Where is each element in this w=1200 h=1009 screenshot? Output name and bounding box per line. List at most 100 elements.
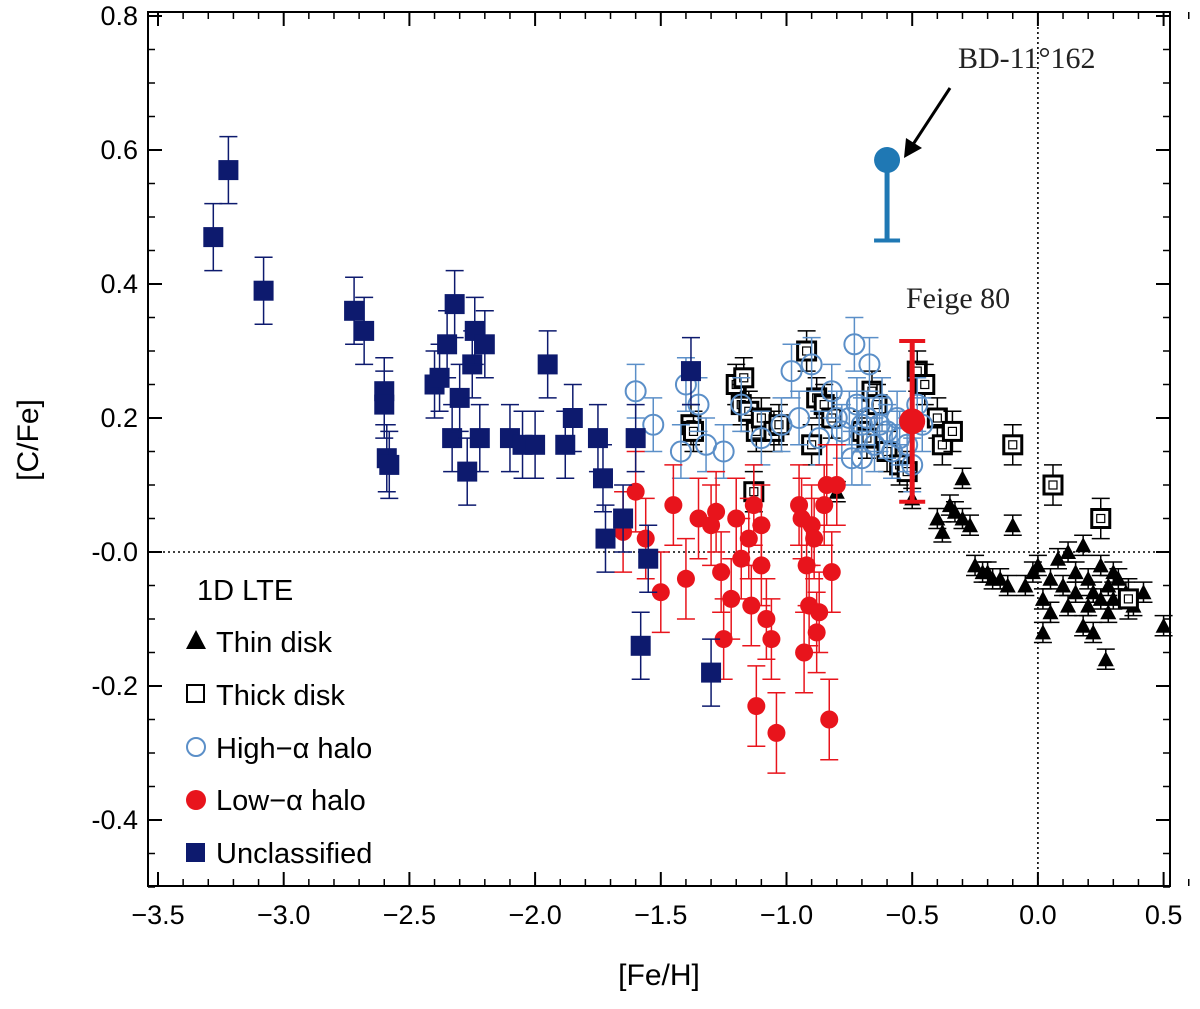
square-inner-marker [1008, 440, 1018, 450]
circle-filled-marker [752, 556, 771, 575]
circle-filled-marker [707, 502, 726, 521]
data-point [1090, 497, 1112, 540]
legend: 1D LTE Thin disk Thick disk High−α halo … [186, 575, 372, 870]
circle-filled-marker [767, 723, 786, 742]
circle-filled-marker [807, 623, 826, 642]
triangle-marker [1055, 577, 1072, 593]
bd-annotation: BD-11°162 [958, 42, 1096, 75]
square-filled-marker [555, 434, 576, 455]
axes: −3.5 −3.0 −2.5 −2.0 −1.5 −1.0 −0.5 0.0 0.5 -0.4 -0… [91, 1, 1190, 930]
x-tick-label: −1.0 [760, 900, 813, 930]
circle-open-marker [808, 427, 831, 450]
square-filled-marker [638, 548, 659, 569]
data-point [203, 202, 224, 272]
square-open-marker [1117, 588, 1139, 610]
data-point [991, 568, 1010, 590]
triangle-marker [1060, 544, 1077, 559]
triangle-marker [1042, 570, 1059, 586]
data-point [827, 444, 846, 526]
circle-open-marker [850, 447, 873, 470]
data-point [374, 370, 395, 439]
data-point [750, 410, 773, 466]
square-open-marker [1090, 508, 1112, 529]
data-point [587, 403, 608, 473]
data-point [941, 410, 963, 453]
y-tick-label: 0.6 [100, 135, 138, 165]
data-point [469, 403, 490, 473]
legend-marker-triangle [186, 630, 206, 649]
y-tick-label: -0.4 [91, 805, 138, 835]
data-point [457, 437, 478, 506]
x-tick-label: −0.5 [886, 900, 939, 930]
circle-filled-marker [744, 496, 763, 515]
circle-filled-marker [795, 643, 814, 662]
data-point [790, 464, 809, 547]
x-tick-label: −3.0 [257, 900, 310, 930]
x-tick-label: −2.5 [383, 900, 436, 930]
circle-filled-marker [815, 496, 834, 515]
legend-item-low-alpha-halo: Low−α halo [186, 785, 366, 817]
circle-open-marker [730, 393, 753, 416]
legend-marker-circle-filled [186, 790, 206, 810]
data-point [1033, 588, 1052, 610]
triangle-marker [962, 517, 979, 533]
data-point [689, 477, 708, 560]
circle-open-marker [750, 427, 773, 450]
data-point [744, 464, 763, 547]
y-tick-label: -0.2 [91, 671, 138, 701]
square-filled-marker [457, 461, 478, 482]
square-filled-marker [354, 320, 375, 341]
series-triangle [827, 467, 1173, 670]
data-point [780, 343, 803, 399]
circle-open-marker [712, 440, 735, 463]
circle-filled-marker [790, 496, 809, 515]
triangle-marker [1017, 577, 1034, 593]
data-point [805, 497, 824, 580]
legend-title: 1D LTE [197, 575, 293, 607]
circle-filled-marker [762, 630, 781, 649]
data-point [344, 276, 365, 346]
square-filled-marker [630, 635, 651, 656]
data-point [354, 296, 375, 366]
y-axis-label: [C/Fe] [12, 399, 45, 481]
triangle-marker [954, 510, 971, 526]
svg-text:Thick disk: Thick disk [216, 680, 345, 712]
data-point [998, 574, 1017, 597]
legend-item-thin-disk: Thin disk [186, 627, 333, 659]
data-point [762, 598, 781, 681]
triangle-marker [1092, 557, 1109, 573]
data-point [642, 397, 665, 453]
data-point [767, 691, 786, 774]
data-point [843, 316, 866, 372]
circle-filled-marker [805, 529, 824, 548]
data-point [1041, 601, 1060, 624]
data-point [676, 537, 695, 620]
circle-open-marker [669, 440, 692, 463]
y-tick-label: 0.2 [100, 403, 138, 433]
series-circle-open [624, 316, 934, 493]
bd-arrow [904, 87, 952, 158]
circle-filled-marker [742, 596, 761, 615]
square-inner-marker [1048, 480, 1058, 490]
data-point [1091, 554, 1110, 577]
data-point [702, 484, 721, 567]
data-point [464, 296, 485, 366]
x-tick-label: 0.5 [1145, 900, 1183, 930]
square-filled-marker [374, 394, 395, 415]
data-point [810, 571, 829, 654]
circle-open-marker [624, 380, 647, 403]
square-open-marker [1042, 474, 1064, 496]
data-point [1002, 423, 1024, 466]
square-filled-marker [218, 160, 239, 181]
triangle-marker [934, 523, 951, 539]
circle-filled-marker [820, 710, 839, 729]
triangle-marker [999, 577, 1016, 593]
square-filled-marker [469, 428, 490, 449]
series-square-filled [203, 135, 722, 707]
feige-marker [899, 408, 926, 435]
circle-filled-marker [757, 610, 776, 628]
legend-item-high-alpha-halo: High−α halo [186, 733, 372, 765]
square-filled-marker [474, 334, 495, 355]
circle-filled-marker [664, 496, 683, 515]
square-inner-marker [932, 413, 942, 423]
